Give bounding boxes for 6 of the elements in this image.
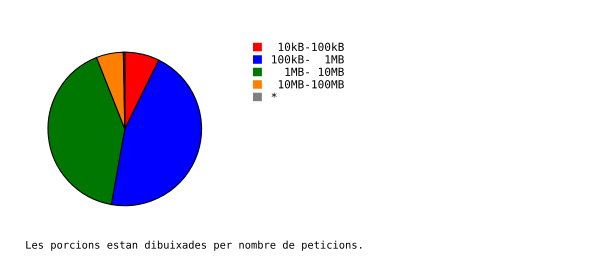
legend-label: 100kB- 1MB — [272, 54, 344, 64]
legend-label: 10kB-100kB — [278, 42, 344, 52]
legend-label: * — [272, 92, 277, 98]
legend-label: 10MB-100MB — [278, 80, 344, 88]
text: Les porcions estan dibuixades per nombre de peticions. — [26, 240, 362, 251]
legend-label: 1MB- 10MB — [285, 68, 344, 76]
